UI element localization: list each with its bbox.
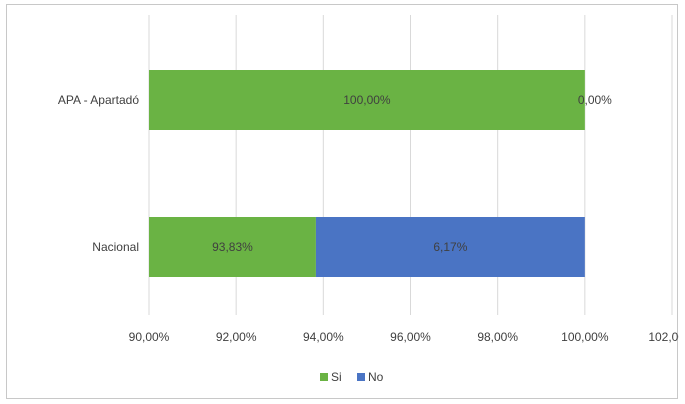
legend-label: No [368, 370, 384, 384]
legend-swatch-si [320, 373, 328, 381]
x-tick-label: 100,00% [561, 330, 609, 344]
stacked-bar-chart: 100,00% 0,00% 93,83% 6,17% APA - Apartadó Na… [58, 15, 679, 384]
x-tick-label: 96,00% [390, 330, 431, 344]
data-label: 93,83% [212, 240, 253, 254]
legend-swatch-no [357, 373, 365, 381]
bar-no [315, 217, 585, 277]
x-tick-label: 94,00% [303, 330, 344, 344]
x-tick-labels: 90,00% 92,00% 94,00% 96,00% 98,00% 100,00% 102… [129, 330, 679, 344]
legend-label: Si [331, 370, 342, 384]
legend: Si No [320, 370, 384, 384]
category-label: Nacional [92, 240, 139, 254]
bar-si [149, 217, 316, 277]
data-label: 0,00% [578, 93, 612, 107]
category-labels: APA - Apartadó Nacional [58, 93, 139, 254]
data-label: 6,17% [433, 240, 467, 254]
x-tick-label: 92,00% [216, 330, 257, 344]
chart-frame: 100,00% 0,00% 93,83% 6,17% APA - Apartadó Na… [6, 4, 679, 399]
gridlines [148, 15, 673, 315]
x-tick-label: 98,00% [477, 330, 518, 344]
data-labels: 100,00% 0,00% 93,83% 6,17% [212, 93, 612, 254]
x-tick-label: 90,00% [129, 330, 170, 344]
data-label: 100,00% [343, 93, 391, 107]
bar-si [149, 70, 585, 130]
x-tick-label: 102,00% [648, 330, 679, 344]
category-label: APA - Apartadó [58, 93, 139, 107]
bars [149, 70, 585, 277]
